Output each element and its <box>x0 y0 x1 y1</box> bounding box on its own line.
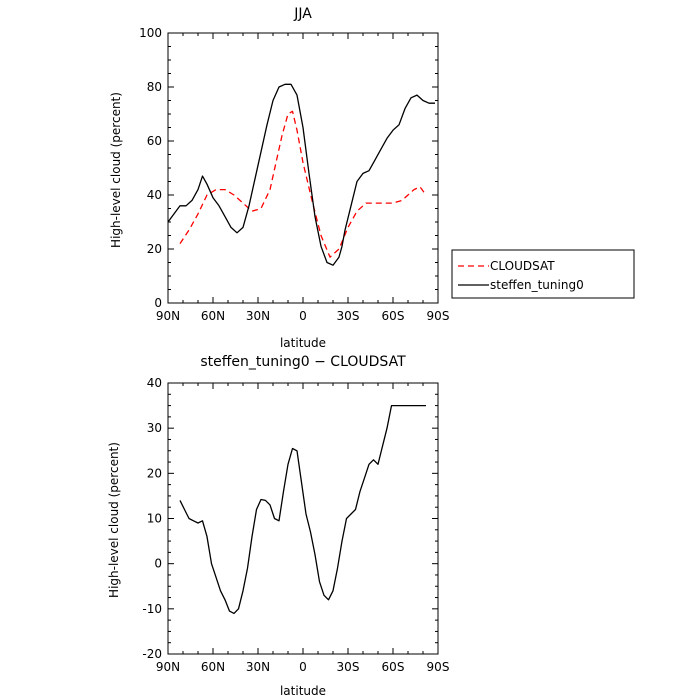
bottom-chart-x-tick-label: 0 <box>299 660 307 674</box>
bottom-chart: steffen_tuning0 − CLOUDSAT 90N 60N 30N 0 30S… <box>107 354 449 698</box>
top-chart-title: JJA <box>293 6 312 22</box>
legend-box <box>451 249 635 299</box>
top-chart-series-line-0 <box>179 110 427 258</box>
bottom-chart-series-line-0 <box>179 404 426 615</box>
bottom-chart-y-tick-label: -10 <box>142 602 162 616</box>
bottom-chart-x-tick-label: 90S <box>427 660 450 674</box>
top-chart-x-tick-label: 0 <box>299 309 307 323</box>
top-chart-x-tick-label: 60N <box>201 309 225 323</box>
bottom-chart-x-axis-label: latitude <box>280 684 326 698</box>
top-chart-x-axis-label: latitude <box>280 336 326 350</box>
top-chart-y-axis-label: High-level cloud (percent) <box>109 92 123 248</box>
bottom-chart-x-tick-label: 90N <box>156 660 180 674</box>
bottom-chart-y-tick-label: 0 <box>154 557 162 571</box>
top-chart-x-tick-label: 60S <box>382 309 405 323</box>
top-chart-x-tick-label: 90S <box>427 309 450 323</box>
top-chart: JJA 90N 60N 30N 0 30S 60S 90S 0 20 40 60 80 100 lati… <box>109 6 449 350</box>
bottom-chart-y-axis-label: High-level cloud (percent) <box>107 442 121 598</box>
top-chart-legend: CLOUDSAT steffen_tuning0 <box>451 249 635 299</box>
bottom-chart-title: steffen_tuning0 − CLOUDSAT <box>200 354 406 370</box>
bottom-chart-y-tick-label: 30 <box>147 421 162 435</box>
top-chart-series-line-1 <box>167 83 435 266</box>
legend-cloudsat-label: CLOUDSAT <box>490 259 555 273</box>
bottom-chart-y-tick-label: 40 <box>147 376 162 390</box>
top-chart-plot-frame <box>167 32 439 304</box>
bottom-chart-x-tick-label: 30N <box>246 660 270 674</box>
top-chart-x-tick-label: 90N <box>156 309 180 323</box>
top-chart-y-tick-label: 80 <box>147 80 162 94</box>
bottom-chart-y-tick-label: -20 <box>142 647 162 661</box>
bottom-chart-x-tick-label: 30S <box>337 660 360 674</box>
top-chart-y-tick-label: 20 <box>147 242 162 256</box>
top-chart-x-tick-label: 30S <box>337 309 360 323</box>
bottom-chart-y-tick-label: 10 <box>147 512 162 526</box>
bottom-chart-y-tick-label: 20 <box>147 466 162 480</box>
top-chart-y-tick-label: 40 <box>147 188 162 202</box>
top-chart-y-tick-label: 60 <box>147 134 162 148</box>
top-chart-y-tick-label: 100 <box>139 26 162 40</box>
top-chart-y-tick-label: 0 <box>154 296 162 310</box>
bottom-chart-x-tick-label: 60S <box>382 660 405 674</box>
top-chart-x-tick-label: 30N <box>246 309 270 323</box>
bottom-chart-x-tick-label: 60N <box>201 660 225 674</box>
legend-steffen-label: steffen_tuning0 <box>490 278 584 292</box>
bottom-chart-plot-frame <box>167 382 439 655</box>
